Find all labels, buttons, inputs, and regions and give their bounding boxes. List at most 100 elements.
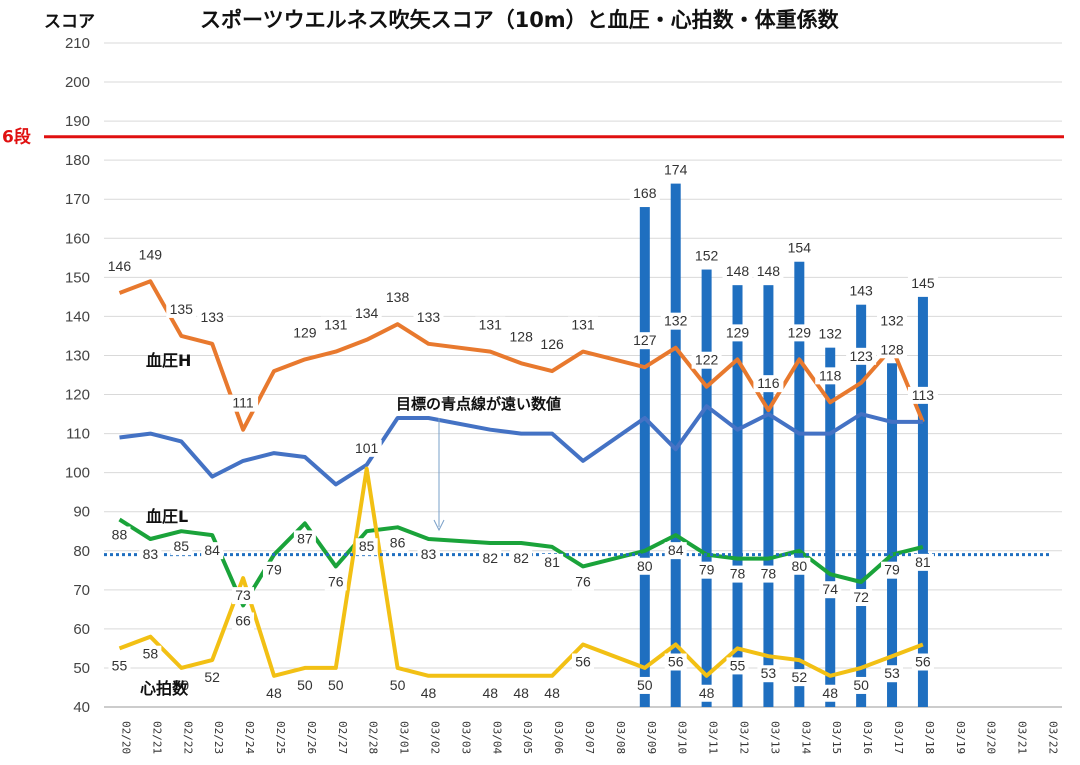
score-bar — [856, 304, 867, 707]
pulse-series-label: 心拍数 — [140, 679, 189, 698]
data-label-bg — [726, 565, 749, 583]
data-label: 74 — [822, 581, 838, 597]
data-label: 50 — [297, 677, 313, 693]
x-tick-label: 03/09 — [645, 721, 658, 754]
data-label-bg — [568, 316, 598, 334]
y-tick-label: 120 — [65, 387, 90, 404]
data-label: 87 — [297, 530, 313, 546]
data-label: 145 — [911, 275, 935, 291]
data-label: 83 — [421, 546, 437, 562]
data-label-bg — [664, 542, 687, 560]
data-label: 72 — [853, 589, 869, 605]
score-bar — [825, 347, 836, 707]
data-label: 81 — [544, 554, 560, 570]
data-label: 50 — [390, 677, 406, 693]
x-tick-label: 03/03 — [459, 721, 472, 754]
data-label: 118 — [819, 367, 842, 383]
x-tick-label: 03/15 — [830, 721, 843, 754]
data-label: 48 — [699, 685, 715, 701]
data-label-bg — [479, 684, 502, 702]
data-label: 55 — [112, 657, 128, 673]
data-label: 81 — [915, 554, 931, 570]
data-label: 80 — [637, 558, 653, 574]
data-label-bg — [135, 246, 166, 264]
data-label: 53 — [884, 665, 900, 681]
data-label: 48 — [266, 685, 282, 701]
x-tick-label: 03/16 — [861, 721, 874, 754]
pulse-line — [118, 466, 924, 678]
data-label-bg — [139, 645, 162, 663]
data-label-bg — [629, 185, 660, 203]
data-label: 84 — [668, 542, 684, 558]
data-label-bg — [541, 684, 564, 702]
data-label: 79 — [266, 562, 282, 578]
data-label: 48 — [544, 685, 560, 701]
score-bar — [763, 285, 774, 707]
data-label-bg — [757, 565, 780, 583]
data-label: 50 — [328, 677, 344, 693]
data-label: 85 — [359, 538, 375, 554]
x-tick-label: 03/01 — [398, 721, 411, 754]
data-label: 134 — [355, 305, 379, 321]
data-label-bg — [753, 263, 784, 281]
score-bars — [639, 183, 928, 708]
data-label: 53 — [761, 665, 777, 681]
data-label-bg — [846, 282, 877, 300]
data-label: 133 — [417, 309, 441, 325]
data-label-bg — [320, 316, 351, 334]
x-tick-label: 03/08 — [614, 721, 627, 754]
data-label: 50 — [853, 677, 869, 693]
data-label-bg — [629, 332, 660, 350]
x-tick-label: 03/17 — [892, 721, 905, 754]
data-label-bg — [850, 589, 873, 607]
data-label: 56 — [668, 654, 684, 670]
data-label: 82 — [483, 550, 499, 566]
chart-title: スポーツウエルネス吹矢スコア（10m）と血圧・心拍数・体重係数 — [200, 8, 839, 32]
y-tick-label: 200 — [65, 74, 90, 91]
y-tick-label: 90 — [73, 504, 90, 521]
score-bar — [732, 285, 743, 707]
data-label: 128 — [880, 341, 904, 357]
data-label-bg — [907, 274, 938, 292]
y-tick-label: 170 — [65, 191, 90, 208]
bp-high-series-label: 血圧H — [146, 351, 191, 370]
data-label-bg — [881, 561, 904, 579]
data-label-bg — [232, 587, 255, 605]
callout-arrow-head — [433, 519, 445, 532]
data-label-bg — [815, 325, 846, 343]
data-label-bg — [324, 573, 347, 591]
bp-low-line — [118, 517, 924, 608]
x-tick-label: 03/18 — [923, 721, 936, 754]
data-label: 148 — [726, 263, 750, 279]
y-tick-label: 140 — [65, 308, 90, 325]
weight-line — [119, 404, 923, 487]
data-label: 82 — [513, 550, 529, 566]
data-label-bg — [510, 684, 533, 702]
data-label-bg — [351, 304, 382, 322]
data-label-bg — [911, 553, 934, 571]
y-tick-label: 160 — [65, 230, 90, 247]
data-label-bg — [104, 257, 135, 275]
y-tick-label: 190 — [65, 113, 90, 130]
data-label: 55 — [730, 657, 746, 673]
data-label-bg — [881, 665, 904, 683]
data-label-bg — [201, 542, 224, 560]
data-label-bg — [170, 676, 193, 694]
data-label-bg — [351, 439, 382, 457]
x-tick-label: 03/10 — [676, 721, 689, 754]
data-label-bg — [726, 657, 749, 675]
data-label-bg — [850, 676, 873, 694]
reference-lines: 6段 — [2, 127, 1064, 557]
bp-low-series-label: 血圧L — [146, 507, 188, 526]
data-label-bg — [475, 316, 506, 334]
data-label-bg — [819, 684, 842, 702]
data-label: 66 — [235, 612, 251, 628]
x-tick-label: 03/02 — [428, 721, 441, 754]
x-axis: 02/20 02/21 02/22 02/23 02/24 02/25 02/26 02/27… — [119, 721, 1059, 754]
data-label-bg — [788, 669, 811, 687]
data-label: 80 — [792, 558, 808, 574]
data-label: 152 — [695, 248, 719, 264]
data-label-bg — [633, 676, 656, 694]
data-label: 135 — [170, 301, 194, 317]
data-label-bg — [757, 665, 780, 683]
